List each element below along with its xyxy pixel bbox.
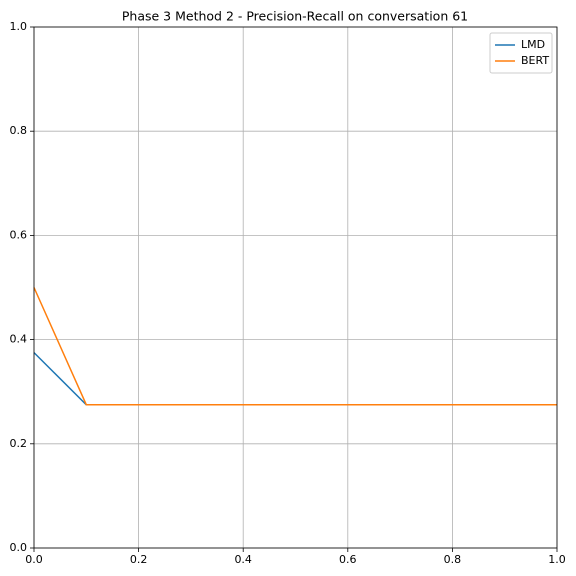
x-tick-label: 1.0 bbox=[548, 553, 566, 566]
y-tick-label: 1.0 bbox=[10, 20, 28, 33]
x-tick-label: 0.2 bbox=[130, 553, 148, 566]
x-tick-label: 0.0 bbox=[25, 553, 43, 566]
legend-label: BERT bbox=[521, 54, 549, 67]
y-tick-label: 0.8 bbox=[10, 124, 28, 137]
x-tick-label: 0.6 bbox=[339, 553, 357, 566]
legend-box bbox=[489, 32, 553, 74]
y-tick-label: 0.4 bbox=[10, 333, 28, 346]
legend-label: LMD bbox=[521, 38, 545, 51]
chart-title: Phase 3 Method 2 - Precision-Recall on c… bbox=[122, 9, 468, 24]
series-line bbox=[33, 287, 557, 406]
series-line bbox=[33, 352, 557, 406]
legend: LMD BERT bbox=[489, 32, 553, 74]
y-tick-label: 0.2 bbox=[10, 437, 28, 450]
y-tick-label: 0.0 bbox=[10, 541, 28, 554]
y-tick-label: 0.6 bbox=[10, 228, 28, 241]
plot-frame bbox=[33, 26, 558, 549]
x-tick-label: 0.8 bbox=[444, 553, 462, 566]
x-tick-label: 0.4 bbox=[234, 553, 252, 566]
